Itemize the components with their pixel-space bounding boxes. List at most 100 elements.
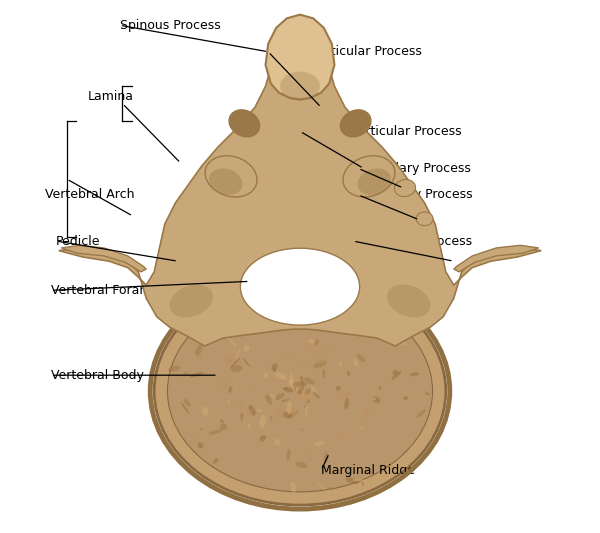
Ellipse shape (266, 394, 272, 405)
Ellipse shape (357, 319, 362, 322)
Ellipse shape (358, 168, 391, 195)
Ellipse shape (277, 404, 282, 417)
Ellipse shape (316, 357, 325, 364)
Ellipse shape (308, 338, 316, 345)
Ellipse shape (244, 345, 250, 352)
Ellipse shape (373, 397, 376, 400)
Ellipse shape (324, 452, 329, 463)
Ellipse shape (340, 393, 341, 398)
Ellipse shape (301, 378, 304, 389)
Ellipse shape (281, 399, 290, 402)
Text: Pedicle: Pedicle (56, 235, 101, 247)
Ellipse shape (295, 383, 300, 393)
Ellipse shape (339, 361, 342, 367)
Ellipse shape (391, 371, 401, 380)
Ellipse shape (283, 302, 290, 307)
Text: Transverse Process: Transverse Process (353, 235, 472, 247)
Ellipse shape (425, 392, 430, 395)
Ellipse shape (400, 336, 404, 339)
Ellipse shape (317, 372, 320, 375)
Ellipse shape (247, 385, 258, 392)
Ellipse shape (336, 386, 341, 391)
Ellipse shape (263, 373, 268, 378)
Text: Vertebral Foramen: Vertebral Foramen (51, 284, 167, 297)
Ellipse shape (181, 402, 190, 414)
Ellipse shape (280, 71, 320, 101)
Ellipse shape (286, 384, 295, 390)
Ellipse shape (353, 358, 358, 367)
Ellipse shape (290, 410, 298, 416)
Ellipse shape (361, 427, 364, 430)
Ellipse shape (274, 372, 287, 379)
Ellipse shape (247, 410, 251, 417)
Ellipse shape (230, 365, 242, 372)
Ellipse shape (292, 382, 305, 387)
Ellipse shape (190, 372, 204, 377)
Ellipse shape (398, 342, 407, 345)
Ellipse shape (314, 441, 325, 446)
Ellipse shape (379, 386, 382, 390)
Ellipse shape (299, 390, 303, 393)
Ellipse shape (296, 389, 300, 393)
Ellipse shape (239, 402, 244, 407)
Ellipse shape (274, 439, 280, 445)
Ellipse shape (392, 370, 398, 375)
Polygon shape (454, 245, 539, 272)
Ellipse shape (297, 329, 301, 335)
Ellipse shape (337, 433, 344, 440)
Ellipse shape (257, 409, 263, 412)
Ellipse shape (298, 362, 300, 368)
Ellipse shape (154, 277, 446, 505)
Ellipse shape (307, 399, 310, 403)
Text: Accessory Process: Accessory Process (358, 189, 473, 201)
Ellipse shape (289, 358, 294, 360)
Ellipse shape (195, 345, 202, 356)
Ellipse shape (300, 390, 304, 398)
Ellipse shape (339, 322, 352, 328)
Ellipse shape (292, 379, 301, 389)
Ellipse shape (340, 110, 371, 137)
Ellipse shape (184, 399, 191, 406)
Ellipse shape (276, 303, 282, 307)
Ellipse shape (364, 331, 369, 336)
Ellipse shape (346, 478, 359, 484)
Ellipse shape (308, 389, 314, 394)
Ellipse shape (248, 424, 251, 430)
Ellipse shape (347, 371, 350, 376)
Ellipse shape (325, 343, 332, 347)
Ellipse shape (283, 412, 292, 418)
Ellipse shape (303, 382, 307, 386)
Ellipse shape (284, 387, 290, 390)
Ellipse shape (343, 156, 395, 197)
Ellipse shape (328, 296, 333, 310)
Ellipse shape (322, 369, 325, 378)
Ellipse shape (248, 405, 256, 416)
Ellipse shape (305, 389, 311, 394)
Polygon shape (59, 17, 541, 346)
Ellipse shape (363, 409, 370, 416)
Ellipse shape (215, 317, 221, 319)
Ellipse shape (271, 364, 278, 371)
Ellipse shape (290, 482, 296, 492)
Ellipse shape (403, 396, 408, 400)
Ellipse shape (184, 372, 188, 376)
Ellipse shape (307, 450, 310, 457)
Ellipse shape (352, 479, 366, 481)
Ellipse shape (180, 372, 188, 378)
Ellipse shape (229, 110, 260, 137)
Ellipse shape (416, 212, 433, 225)
Ellipse shape (290, 291, 294, 297)
Ellipse shape (356, 354, 365, 362)
Ellipse shape (243, 357, 250, 367)
Text: Vertebral Arch: Vertebral Arch (46, 189, 135, 201)
Ellipse shape (224, 357, 235, 364)
Ellipse shape (301, 429, 304, 431)
Ellipse shape (170, 285, 213, 318)
Ellipse shape (394, 180, 416, 197)
Ellipse shape (270, 415, 272, 421)
Polygon shape (61, 245, 146, 272)
Text: Inferior Articular Process: Inferior Articular Process (268, 45, 422, 58)
Text: Lamina: Lamina (88, 90, 134, 103)
Ellipse shape (304, 377, 315, 385)
Ellipse shape (356, 330, 362, 335)
